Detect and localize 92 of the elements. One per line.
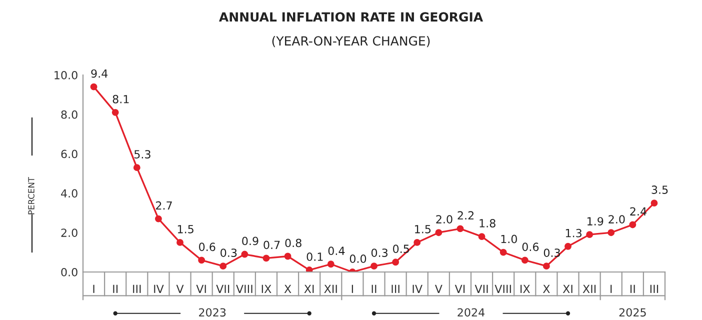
data-label: 0.9 — [242, 236, 258, 246]
y-tick-label: 0.0 — [61, 268, 78, 276]
x-tick-label: IV — [412, 284, 422, 293]
point — [370, 262, 378, 270]
x-tick-label: V — [176, 284, 184, 293]
x-tick-label: VIII — [494, 284, 511, 293]
x-tick-label: III — [133, 284, 141, 293]
x-tick-label: III — [650, 284, 658, 293]
point — [392, 258, 400, 266]
x-tick-label: IV — [154, 284, 164, 293]
point — [241, 250, 248, 258]
point — [284, 252, 292, 260]
point — [176, 238, 184, 246]
point — [327, 260, 334, 268]
x-tick-label: II — [630, 284, 635, 293]
point — [112, 108, 119, 116]
x-tick-label: XII — [582, 284, 596, 293]
x-tick-label: X — [284, 284, 292, 293]
data-label: 2.2 — [458, 211, 474, 220]
x-tick-label: III — [392, 284, 400, 293]
y-tick-label: 6.0 — [61, 150, 78, 158]
y-tick-label: 4.0 — [61, 189, 78, 198]
data-label: 1.0 — [501, 234, 517, 244]
point — [456, 225, 464, 232]
x-tick-label: XI — [304, 284, 314, 293]
text: 2025 — [619, 308, 646, 317]
point — [435, 229, 442, 236]
point — [306, 266, 313, 272]
x-tick-label: VI — [196, 284, 206, 293]
point — [650, 200, 658, 207]
point — [133, 164, 140, 172]
data-label: 0.3 — [371, 248, 388, 257]
point — [629, 221, 636, 228]
point — [542, 262, 550, 270]
x-tick-label: VI — [454, 284, 465, 293]
data-label: 0.0 — [350, 254, 366, 263]
x-tick-label: II — [113, 284, 118, 293]
data-label: 2.4 — [630, 207, 646, 216]
point — [586, 231, 594, 238]
data-label: 5.3 — [134, 150, 150, 158]
data-label: 1.3 — [566, 228, 582, 238]
text: 2023 — [199, 308, 226, 317]
data-label: 0.6 — [199, 242, 216, 252]
data-label: 1.5 — [178, 225, 194, 234]
data-label: 0.1 — [306, 252, 323, 261]
data-label: 2.0 — [608, 215, 625, 224]
data-label: 3.5 — [652, 186, 668, 194]
point — [198, 256, 206, 264]
data-label: 2.0 — [436, 215, 452, 224]
data-label: 1.9 — [587, 217, 604, 226]
data-label: 0.6 — [522, 242, 539, 252]
point — [154, 215, 162, 222]
y-tick-label: 10.0 — [54, 70, 78, 80]
x-tick-label: X — [542, 284, 550, 293]
x-tick-label: I — [352, 284, 353, 293]
point — [564, 242, 572, 250]
data-label: 9.4 — [91, 69, 108, 78]
chart-subtitle: (YEAR-ON-YEAR CHANGE) — [272, 36, 430, 48]
x-tick-label: XI — [562, 284, 572, 293]
data-label: 0.3 — [544, 248, 560, 257]
data-label: 0.4 — [328, 246, 345, 256]
data-label: 8.1 — [112, 94, 129, 104]
point — [521, 256, 528, 264]
data-label: 1.5 — [415, 225, 431, 234]
point — [414, 238, 421, 246]
x-tick-label: VIII — [236, 284, 252, 293]
y-axis-title: PERCENT — [28, 176, 34, 214]
data-label: 2.7 — [156, 201, 172, 210]
data-label: 0.5 — [393, 244, 409, 254]
x-tick-label: IX — [520, 284, 530, 293]
point — [608, 229, 615, 236]
text: 2024 — [458, 308, 485, 317]
x-tick-label: IX — [262, 284, 272, 293]
x-tick-label: I — [93, 284, 94, 293]
data-label: 0.3 — [220, 248, 237, 257]
chart-title: ANNUAL INFLATION RATE IN GEORGIA — [218, 12, 484, 22]
data-label: 0.8 — [285, 238, 302, 248]
data-label: 1.8 — [480, 219, 496, 228]
point — [262, 254, 270, 262]
data-label: 0.7 — [264, 240, 280, 250]
point — [90, 83, 98, 90]
y-tick-label: 2.0 — [61, 228, 78, 237]
x-tick-label: XII — [324, 284, 337, 293]
x-tick-label: II — [372, 284, 376, 293]
point — [478, 233, 486, 240]
x-tick-label: VII — [474, 284, 488, 293]
point — [500, 248, 507, 256]
x-tick-label: VII — [216, 284, 230, 293]
x-tick-label: I — [610, 284, 612, 293]
point — [220, 262, 227, 270]
x-tick-label: V — [434, 284, 442, 293]
y-tick-label: 8.0 — [61, 110, 78, 119]
